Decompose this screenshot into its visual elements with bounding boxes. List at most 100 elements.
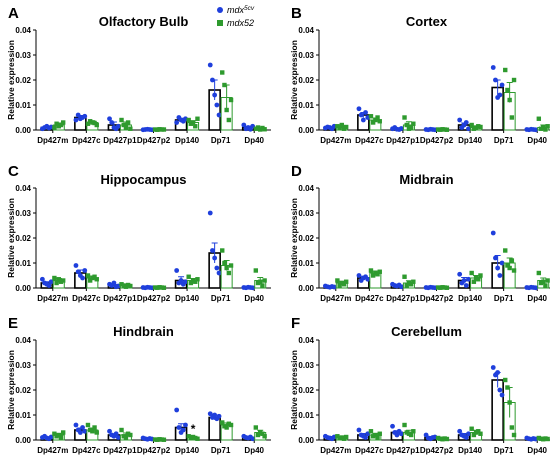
y-axis-label: Relative expression xyxy=(289,350,299,430)
data-point xyxy=(411,279,416,284)
panel-letter: E xyxy=(8,315,18,332)
panel-letter: C xyxy=(8,163,19,180)
data-point xyxy=(509,425,515,430)
data-point xyxy=(457,271,463,277)
panels: A Olfactory Bulb Relative expression 0.00 0.… xyxy=(6,5,550,455)
data-point xyxy=(152,127,158,132)
data-point xyxy=(54,280,59,286)
data-point xyxy=(82,113,88,119)
data-point xyxy=(60,278,66,283)
x-tick-label: Dp427c xyxy=(355,136,384,145)
data-point xyxy=(107,428,112,434)
data-point xyxy=(92,274,97,279)
y-tick-label: 0.02 xyxy=(15,234,31,243)
data-point xyxy=(402,274,407,279)
data-point xyxy=(224,107,229,113)
data-point xyxy=(207,411,213,417)
data-point xyxy=(507,265,512,271)
data-point xyxy=(195,436,200,441)
data-point xyxy=(82,428,88,434)
data-point xyxy=(466,126,471,132)
data-point xyxy=(220,420,225,425)
data-point xyxy=(39,276,45,282)
data-point xyxy=(220,70,225,75)
panel-title: Olfactory Bulb xyxy=(99,14,189,29)
data-point xyxy=(478,124,483,130)
data-point xyxy=(183,279,188,285)
data-point xyxy=(461,278,467,283)
panel-f: F Cerebellum Relative expression 0.00 0.01 0.… xyxy=(289,315,550,455)
data-point xyxy=(511,432,517,438)
y-axis-label: Relative expression xyxy=(6,350,16,430)
x-tick-label: Dp40 xyxy=(527,446,547,455)
x-tick-label: Dp140 xyxy=(458,294,483,303)
y-tick-label: 0.03 xyxy=(298,51,314,60)
data-point xyxy=(411,121,416,126)
data-point xyxy=(404,283,409,288)
y-tick-label: 0.03 xyxy=(298,361,314,370)
y-tick-label: 0.04 xyxy=(298,184,314,193)
data-point xyxy=(377,431,382,436)
data-point xyxy=(222,82,227,88)
data-point xyxy=(128,432,133,438)
data-point xyxy=(75,112,81,118)
data-point xyxy=(402,115,407,120)
data-point xyxy=(174,268,180,273)
data-point xyxy=(119,117,124,123)
y-tick-label: 0.02 xyxy=(15,386,31,395)
data-point xyxy=(503,377,508,383)
legend-marker xyxy=(217,20,223,26)
data-point xyxy=(212,412,218,418)
data-point xyxy=(52,431,57,436)
data-point xyxy=(228,97,234,103)
x-tick-label: Dp427m xyxy=(37,136,68,145)
data-point xyxy=(444,127,450,132)
x-tick-label: Dp40 xyxy=(244,136,264,145)
x-tick-label: Dp427p1 xyxy=(386,294,420,303)
x-tick-label: Dp40 xyxy=(244,294,264,303)
data-point xyxy=(358,112,364,118)
data-point xyxy=(471,432,477,438)
data-point xyxy=(176,425,182,430)
data-point xyxy=(343,434,349,440)
x-tick-label: Dp140 xyxy=(175,136,200,145)
data-point xyxy=(73,117,79,123)
data-point xyxy=(90,429,95,434)
data-point xyxy=(48,279,54,285)
y-tick-label: 0.00 xyxy=(298,126,314,135)
data-point xyxy=(341,282,347,287)
y-tick-label: 0.01 xyxy=(298,259,314,268)
data-point xyxy=(511,268,517,273)
x-tick-label: Dp40 xyxy=(244,446,264,455)
data-point xyxy=(370,120,376,125)
data-point xyxy=(497,273,503,278)
data-point xyxy=(85,121,91,126)
data-point xyxy=(444,285,450,290)
data-point xyxy=(183,422,188,428)
y-tick-label: 0.00 xyxy=(298,436,314,445)
data-point xyxy=(495,370,501,375)
data-point xyxy=(52,125,57,130)
data-point xyxy=(123,435,129,440)
data-point xyxy=(377,269,382,274)
data-point xyxy=(335,278,340,283)
legend-label: mdx5cv xyxy=(227,5,255,16)
panel-letter: A xyxy=(8,5,19,22)
data-point xyxy=(507,400,512,405)
x-tick-label: Dp427m xyxy=(320,446,351,455)
panel-d: D Midbrain Relative expression 0.00 0.01 0.02… xyxy=(289,163,550,303)
data-point xyxy=(438,436,443,441)
data-point xyxy=(152,285,158,290)
panel-letter: F xyxy=(291,315,300,332)
data-point xyxy=(543,283,548,288)
data-point xyxy=(212,255,218,261)
y-tick-label: 0.04 xyxy=(15,184,31,193)
data-point xyxy=(207,62,213,68)
data-point xyxy=(216,413,222,419)
data-point xyxy=(77,430,83,435)
data-point xyxy=(188,280,194,286)
y-axis-label: Relative expression xyxy=(289,198,299,278)
data-point xyxy=(224,425,229,430)
